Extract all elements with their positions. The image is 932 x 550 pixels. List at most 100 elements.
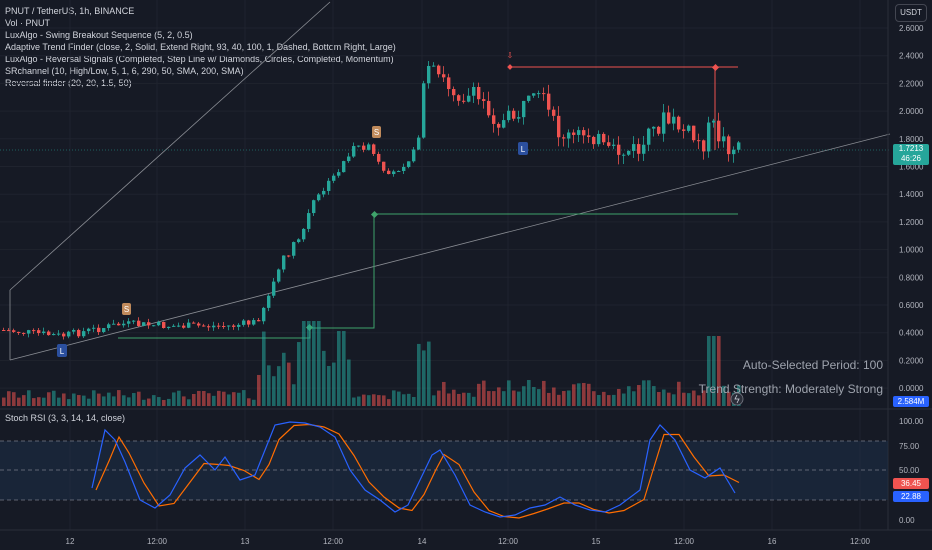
reversal-step-line <box>118 210 738 339</box>
candle-body <box>627 150 631 155</box>
volume-bar <box>297 342 301 406</box>
candle-body <box>642 144 646 154</box>
candle-body <box>167 326 171 329</box>
candle-body <box>512 110 516 119</box>
volume-bar <box>122 395 126 406</box>
volume-bar <box>547 392 551 406</box>
candle-body <box>352 146 356 157</box>
price-axis-label: 0.8000 <box>899 273 924 282</box>
long-marker-2-label: L <box>521 145 526 154</box>
volume-bar <box>102 396 106 406</box>
volume-bar <box>137 391 141 406</box>
volume-bar <box>692 390 696 406</box>
candle-body <box>622 154 626 156</box>
clock-icon[interactable] <box>730 392 744 406</box>
candle-body <box>82 331 86 337</box>
volume-bar <box>537 389 541 406</box>
volume-bar <box>82 395 86 406</box>
candle-body <box>247 320 251 325</box>
rsi-band <box>0 441 888 500</box>
volume-bar <box>312 321 316 406</box>
legend-line-volume[interactable]: Vol · PNUT <box>5 18 51 28</box>
currency-button[interactable]: USDT <box>895 4 927 22</box>
candle-body <box>717 120 721 142</box>
volume-bar <box>617 388 621 406</box>
volume-bar <box>707 336 711 406</box>
rsi-k-tag: 36.45 <box>893 478 929 489</box>
candle-body <box>162 321 166 329</box>
volume-bar <box>87 398 91 406</box>
candle-body <box>177 325 181 327</box>
volume-bar <box>462 392 466 406</box>
candle-body <box>462 100 466 102</box>
legend-line-srchannel[interactable]: SRchannel (10, High/Low, 5, 1, 6, 290, 5… <box>5 66 244 76</box>
long-marker-2 <box>518 142 528 155</box>
volume-bar <box>72 393 76 406</box>
price-axis-label: 1.8000 <box>899 135 924 144</box>
candle-body <box>362 145 366 150</box>
volume-bar <box>117 390 121 406</box>
price-axis[interactable]: 2.6000 2.4000 2.2000 2.0000 1.8000 1.6000 1.40… <box>899 24 924 393</box>
rsi-d-tag: 22.88 <box>893 491 929 502</box>
price-candles[interactable] <box>2 61 741 340</box>
volume-bar <box>407 393 411 406</box>
volume-bar <box>357 396 361 406</box>
volume-bar <box>187 399 191 406</box>
candle-body <box>537 93 541 95</box>
volume-bar <box>497 387 501 406</box>
stoch-rsi-title[interactable]: Stoch RSI (3, 3, 14, 14, close) <box>5 413 126 423</box>
candle-body <box>197 323 201 326</box>
volume-bar <box>167 398 171 406</box>
candle-body <box>552 109 556 116</box>
volume-bar <box>162 399 166 406</box>
volume-bar <box>42 397 46 406</box>
candle-body <box>587 135 591 137</box>
sell-marker-2-label: S <box>374 128 379 137</box>
candle-body <box>387 170 391 175</box>
volume-bar <box>702 390 706 406</box>
volume-bar <box>62 393 66 406</box>
price-axis-label: 0.2000 <box>899 356 924 365</box>
volume-bar <box>287 362 291 406</box>
candle-body <box>492 115 496 124</box>
candle-body <box>547 93 551 110</box>
candle-body <box>62 333 66 337</box>
time-axis-label: 12:00 <box>498 537 519 546</box>
candle-body <box>702 140 706 152</box>
time-axis-label: 15 <box>592 537 601 546</box>
candle-body <box>652 126 656 129</box>
volume-bar <box>637 385 641 406</box>
time-axis[interactable]: 12 12:00 13 12:00 14 12:00 15 12:00 16 12:00 <box>66 537 871 546</box>
trend-channel <box>9 1 891 361</box>
candle-body <box>222 325 226 327</box>
candle-body <box>522 100 526 118</box>
legend-line-swing-breakout[interactable]: LuxAlgo - Swing Breakout Sequence (5, 2,… <box>5 30 193 40</box>
candle-body <box>232 325 236 327</box>
volume-bar <box>272 376 276 406</box>
volume-bar <box>647 380 651 406</box>
candle-body <box>357 145 361 147</box>
candle-body <box>712 120 716 123</box>
time-axis-label: 16 <box>768 537 777 546</box>
volume-bar <box>352 397 356 406</box>
candle-body <box>527 95 531 101</box>
volume-bar <box>517 391 521 406</box>
volume-bar <box>112 396 116 406</box>
candle-body <box>647 128 651 145</box>
volume-bar <box>367 395 371 406</box>
candle-body <box>737 142 741 150</box>
volume-bar <box>642 380 646 406</box>
candle-body <box>692 125 696 141</box>
volume-bar <box>592 391 596 406</box>
legend-line-reversal-signals[interactable]: LuxAlgo - Reversal Signals (Completed, S… <box>5 54 394 64</box>
rsi-axis-label: 50.00 <box>899 466 920 475</box>
volume-bar <box>262 331 266 406</box>
candle-body <box>117 323 121 326</box>
volume-bar <box>307 321 311 406</box>
volume-bar <box>402 394 406 406</box>
legend-line-adaptive-trend[interactable]: Adaptive Trend Finder (close, 2, Solid, … <box>5 42 396 52</box>
candle-body <box>347 156 351 162</box>
candle-body <box>312 200 316 214</box>
